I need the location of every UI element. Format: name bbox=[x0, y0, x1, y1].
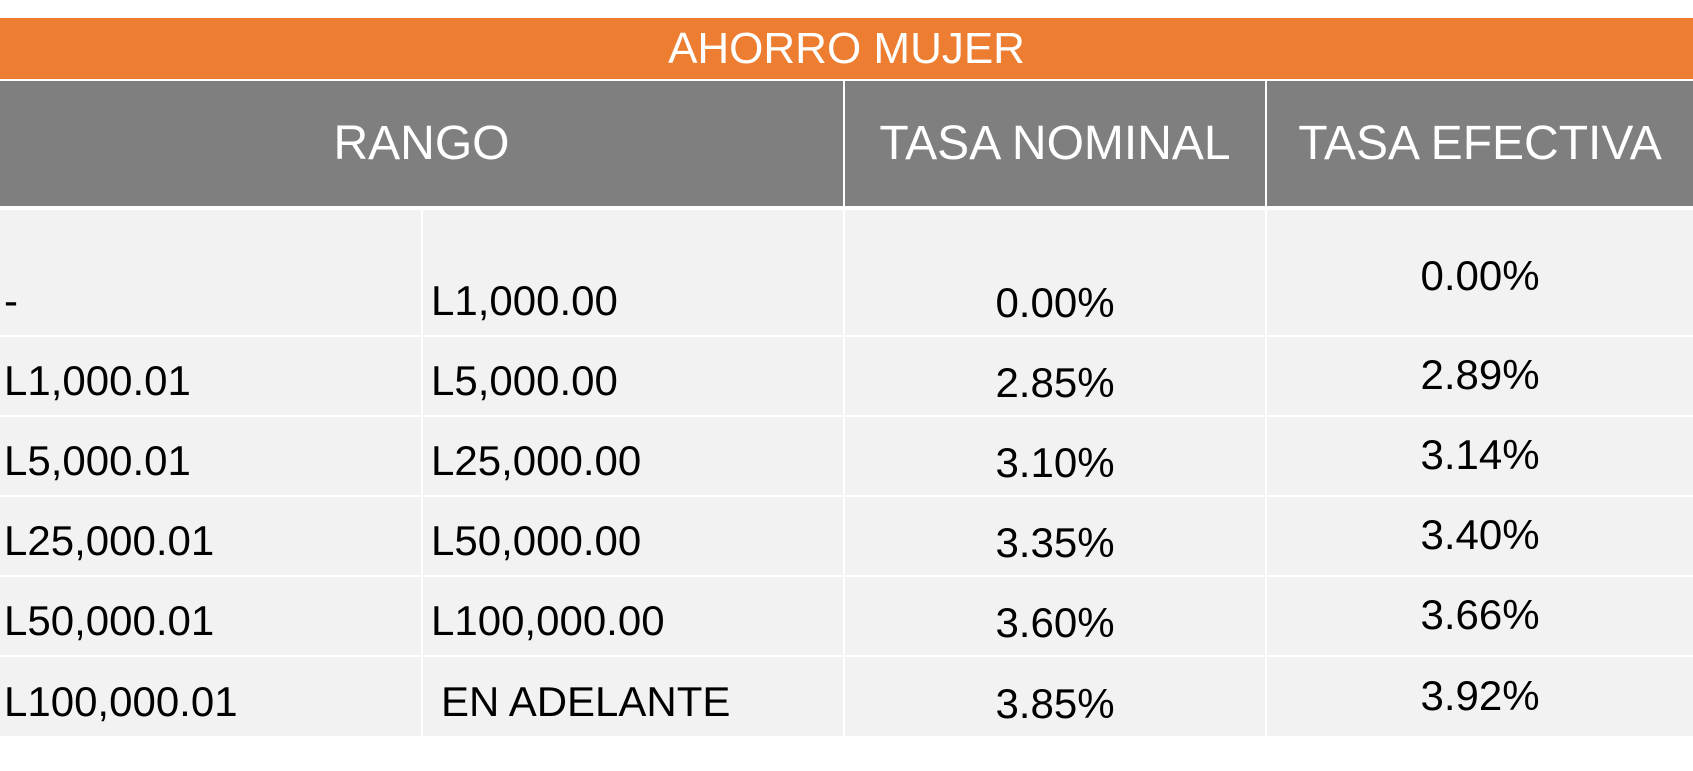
range-from: L5,000.01 bbox=[0, 415, 423, 496]
table-row: L100,000.01 EN ADELANTE 3.85% 3.92% bbox=[0, 655, 1693, 736]
table-row: - L1,000.00 0.00% 0.00% bbox=[0, 206, 1693, 336]
nominal-rate: 3.35% bbox=[844, 495, 1267, 576]
range-to: L100,000.00 bbox=[422, 575, 845, 656]
effective-rate: 3.92% bbox=[1266, 655, 1693, 736]
effective-rate: 3.66% bbox=[1266, 575, 1693, 656]
range-from: L25,000.01 bbox=[0, 495, 423, 576]
table-row: L1,000.01 L5,000.00 2.85% 2.89% bbox=[0, 335, 1693, 416]
table-title: AHORRO MUJER bbox=[0, 18, 1693, 81]
header-range: RANGO bbox=[0, 80, 845, 208]
nominal-rate: 3.60% bbox=[844, 575, 1267, 656]
title-row: AHORRO MUJER bbox=[0, 18, 1693, 81]
nominal-rate: 3.10% bbox=[844, 415, 1267, 496]
nominal-rate: 0.00% bbox=[844, 206, 1267, 336]
effective-rate: 3.14% bbox=[1266, 415, 1693, 496]
range-from: L100,000.01 bbox=[0, 655, 423, 736]
range-to: L5,000.00 bbox=[422, 335, 845, 416]
nominal-rate: 3.85% bbox=[844, 655, 1267, 736]
range-from: L50,000.01 bbox=[0, 575, 423, 656]
header-nominal-rate: TASA NOMINAL bbox=[844, 80, 1267, 208]
range-from: L1,000.01 bbox=[0, 335, 423, 416]
effective-rate: 2.89% bbox=[1266, 335, 1693, 416]
table-row: L25,000.01 L50,000.00 3.35% 3.40% bbox=[0, 495, 1693, 576]
effective-rate: 3.40% bbox=[1266, 495, 1693, 576]
range-from: - bbox=[0, 206, 423, 336]
range-to: L25,000.00 bbox=[422, 415, 845, 496]
header-row: RANGO TASA NOMINAL TASA EFECTIVA bbox=[0, 80, 1693, 208]
range-to: L50,000.00 bbox=[422, 495, 845, 576]
range-to: L1,000.00 bbox=[422, 206, 845, 336]
effective-rate: 0.00% bbox=[1266, 206, 1693, 336]
header-effective-rate: TASA EFECTIVA bbox=[1266, 80, 1693, 208]
savings-rate-table: AHORRO MUJER RANGO TASA NOMINAL TASA EFE… bbox=[0, 18, 1693, 736]
range-to: EN ADELANTE bbox=[422, 655, 845, 736]
table-row: L5,000.01 L25,000.00 3.10% 3.14% bbox=[0, 415, 1693, 496]
table-row: L50,000.01 L100,000.00 3.60% 3.66% bbox=[0, 575, 1693, 656]
nominal-rate: 2.85% bbox=[844, 335, 1267, 416]
